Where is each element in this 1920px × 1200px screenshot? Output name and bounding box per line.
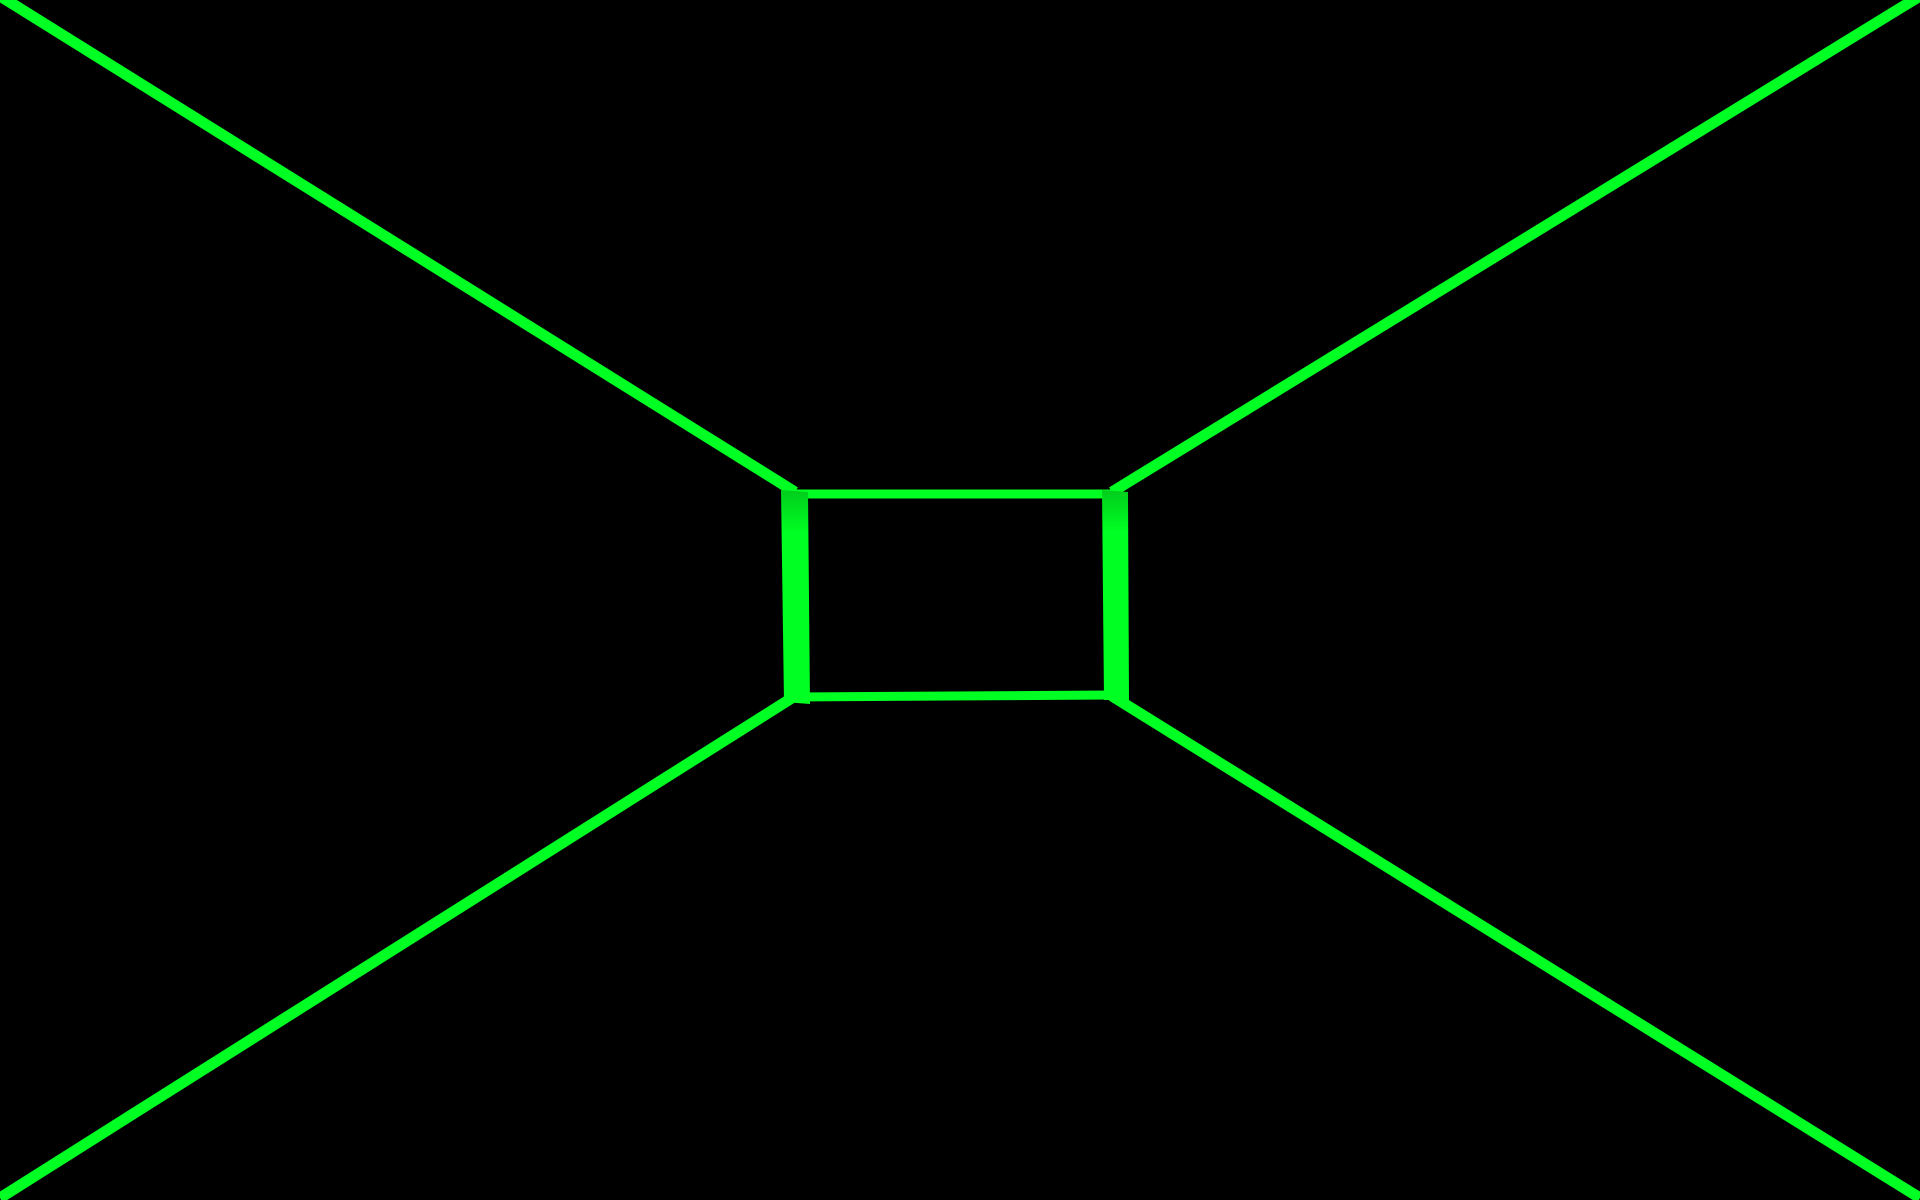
corridor-edge-top-right	[1109, 0, 1920, 497]
corridor-edge-bottom-right	[1109, 691, 1920, 1200]
far-wall-left-pillar	[781, 490, 810, 704]
far-wall-right-pillar	[1102, 490, 1129, 700]
corridor-edge-top-left	[0, 0, 798, 497]
far-wall-bottom-edge	[794, 690, 1113, 702]
corridor-edge-bottom-left	[0, 691, 798, 1200]
